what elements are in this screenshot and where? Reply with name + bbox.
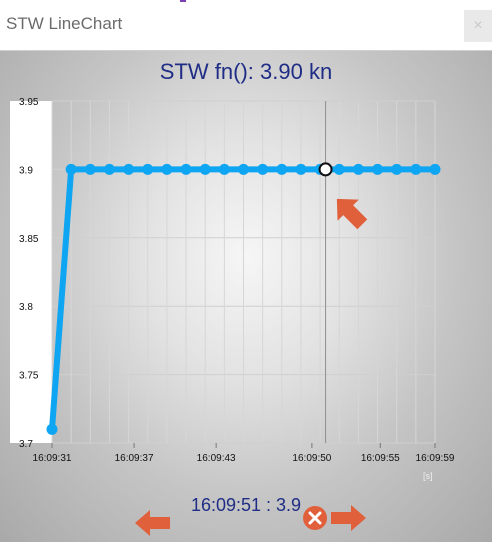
y-tick-label: 3.8 [19,302,33,313]
chart-grid [51,100,436,444]
data-point[interactable] [391,163,403,175]
y-axis-ticks: 3.95 3.9 3.85 3.8 3.75 3.7 [19,97,39,450]
line-chart[interactable]: 3.953.93.853.83.753.7 16:09:31 16:09:37 16… [0,51,492,542]
x-tick-label: 16:09:31 [33,453,72,464]
y-tick-label: 3.9 [19,165,33,176]
data-point[interactable] [352,163,364,175]
data-point[interactable] [103,163,115,175]
series-points [46,163,441,435]
y-tick-label: 3.7 [19,439,33,450]
data-point[interactable] [65,163,77,175]
pointer-arrow-icon [336,198,368,230]
data-point[interactable] [123,163,135,175]
data-point[interactable] [199,163,211,175]
x-tick-label: 16:09:43 [197,453,236,464]
x-axis-unit: [s] [423,471,433,481]
arrow-left-icon[interactable] [135,510,170,536]
data-point[interactable] [218,163,230,175]
data-point[interactable] [429,163,441,175]
window-title: STW LineChart [6,14,123,33]
cursor-point [318,162,333,177]
x-axis-ticks: 16:09:31 16:09:37 16:09:43 16:09:50 16:09:55… [33,443,455,464]
data-point[interactable] [180,163,192,175]
data-point[interactable] [276,163,288,175]
y-tick-label: 3.75 [19,371,39,382]
data-point[interactable] [372,163,384,175]
data-point[interactable] [142,163,154,175]
y-tick-label: 3.95 [19,97,39,108]
data-point[interactable] [161,163,173,175]
title-accent [180,0,186,2]
data-point[interactable] [257,163,269,175]
y-tick-label: 3.85 [19,234,39,245]
cursor-readout: 16:09:51 : 3.9 [190,495,302,515]
close-button[interactable]: × [464,10,492,42]
data-point[interactable] [410,163,422,175]
title-bar: STW LineChart × [0,0,492,51]
y-axis-background [10,101,52,443]
data-point[interactable] [295,163,307,175]
data-point[interactable] [84,163,96,175]
x-tick-label: 16:09:59 [416,453,455,464]
chart-panel: STW fn(): 3.90 kn 3.95 3.9 3.85 3.8 3.75 3.7 … [0,51,492,542]
reset-x-icon[interactable] [303,506,327,530]
data-point[interactable] [238,163,249,175]
close-icon: × [473,17,483,34]
x-tick-label: 16:09:55 [361,453,400,464]
data-point[interactable] [333,163,345,175]
x-tick-label: 16:09:50 [292,453,331,464]
data-point[interactable] [46,423,58,435]
chart-headline: STW fn(): 3.90 kn [159,59,333,84]
arrow-right-icon[interactable] [331,505,366,531]
x-tick-label: 16:09:37 [115,453,154,464]
